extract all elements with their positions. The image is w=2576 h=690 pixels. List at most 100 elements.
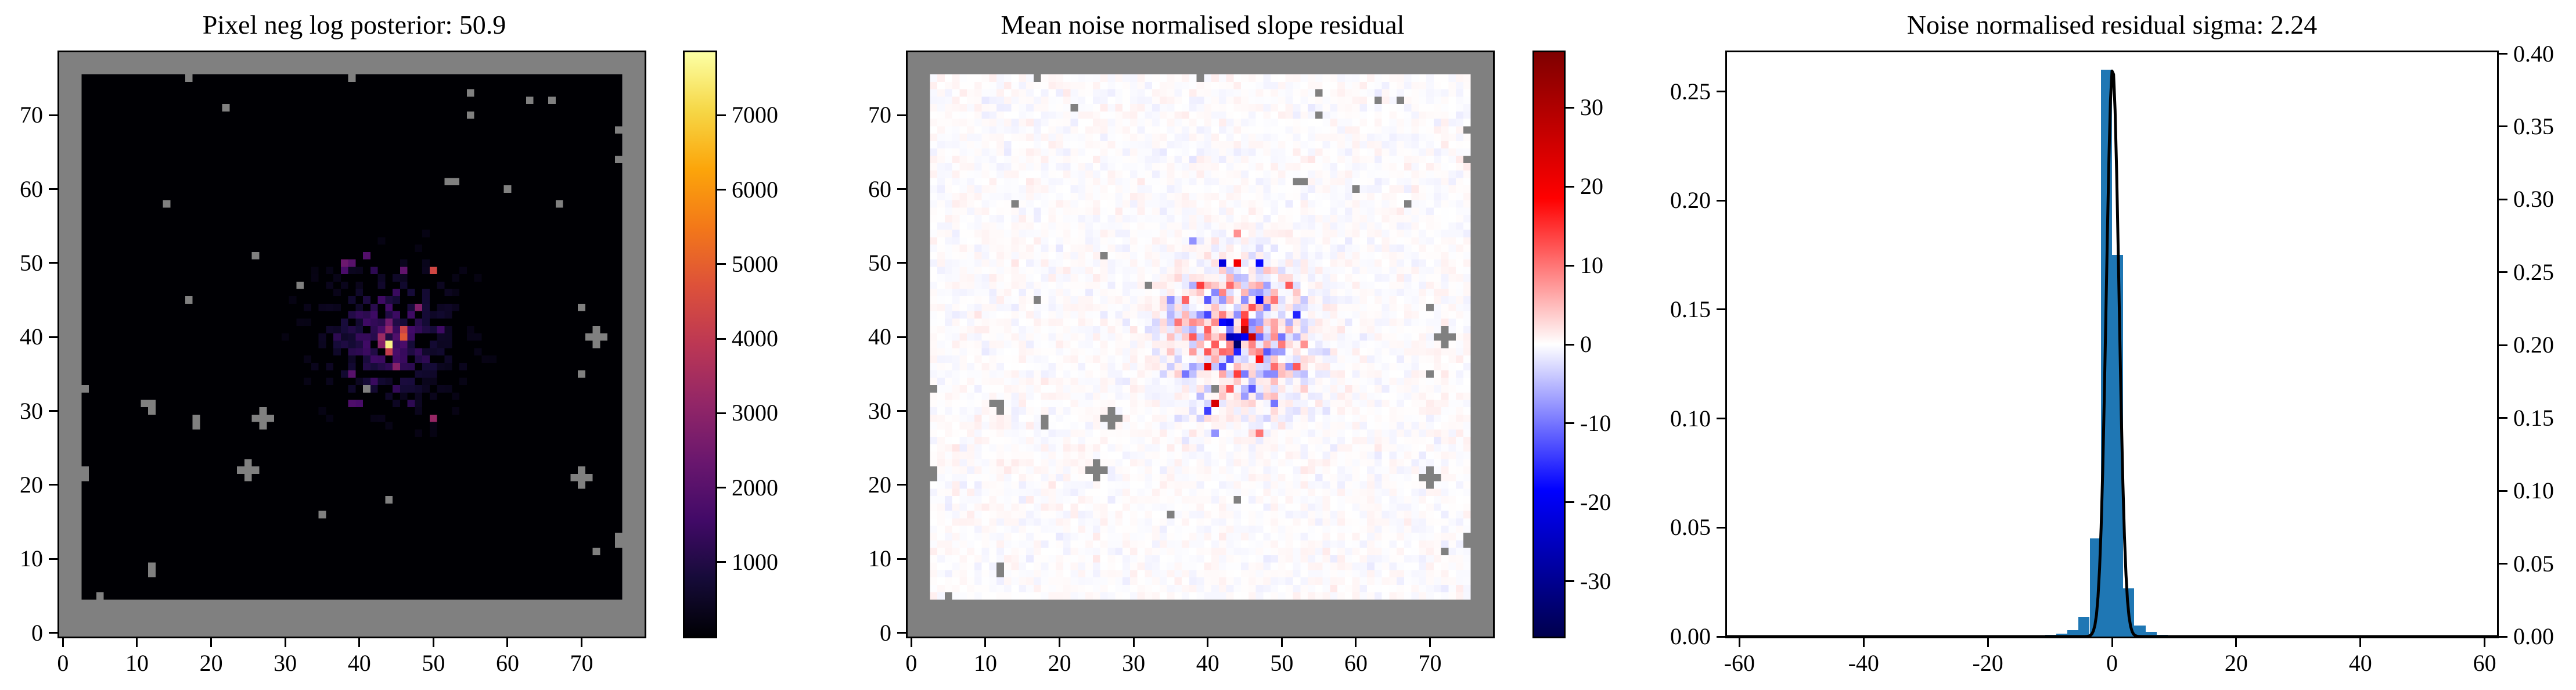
- x-tick-label: 30: [1122, 650, 1146, 676]
- x-tick-mark: [1355, 638, 1357, 647]
- histogram-bar: [2078, 617, 2090, 637]
- y-tick-label: 50: [20, 249, 43, 276]
- y-tick-mark: [1717, 418, 1725, 420]
- x-tick-label: 40: [347, 650, 371, 676]
- y-tick-mark: [49, 336, 57, 338]
- y-tick-label: 0.00: [1670, 623, 1711, 649]
- x-tick-mark: [2484, 638, 2486, 647]
- y-tick-label: 2000: [732, 474, 778, 501]
- x-tick-label: 60: [495, 650, 519, 676]
- y-tick-mark: [49, 484, 57, 486]
- x-tick-mark: [1059, 638, 1061, 647]
- x-tick-label: 20: [1048, 650, 1071, 676]
- y-tick-label: 30: [1580, 94, 1603, 121]
- y-tick-label: 10: [20, 545, 43, 572]
- y-tick-mark: [1566, 422, 1574, 425]
- x-tick-mark: [1207, 638, 1209, 647]
- y-tick-label: 0: [1580, 331, 1592, 357]
- y-tick-label: 7000: [732, 102, 778, 128]
- x-tick-mark: [506, 638, 509, 647]
- residual-colorbar: [1532, 51, 1566, 638]
- x-tick-label: 0: [57, 650, 69, 676]
- y-tick-mark: [1566, 343, 1574, 346]
- y-tick-mark: [1717, 199, 1725, 202]
- x-tick-label: 20: [2224, 650, 2248, 676]
- y-tick-label: 20: [1580, 173, 1603, 200]
- x-tick-label: 40: [1196, 650, 1219, 676]
- y-tick-mark: [897, 336, 906, 338]
- x-tick-mark: [432, 638, 434, 647]
- y-tick-mark: [717, 561, 726, 563]
- y-tick-label: 20: [20, 471, 43, 498]
- y-tick-mark: [2499, 417, 2507, 419]
- x-tick-mark: [2359, 638, 2362, 647]
- y-tick-mark: [897, 114, 906, 116]
- x-tick-label: 40: [2348, 650, 2372, 676]
- y-tick-label: 0.20: [1670, 187, 1711, 214]
- y-tick-mark: [2499, 53, 2507, 55]
- y-tick-mark: [49, 558, 57, 560]
- y-tick-mark: [49, 262, 57, 264]
- y-tick-label: 3000: [732, 400, 778, 426]
- y-tick-label: 0.35: [2513, 113, 2554, 139]
- y-tick-label: 0.05: [1670, 514, 1711, 541]
- x-tick-mark: [581, 638, 583, 647]
- y-tick-mark: [49, 632, 57, 634]
- y-tick-label: 0.30: [2513, 186, 2554, 213]
- y-tick-mark: [2499, 198, 2507, 200]
- x-tick-label: -40: [1848, 650, 1879, 676]
- x-tick-label: 60: [2473, 650, 2496, 676]
- y-tick-mark: [1717, 308, 1725, 311]
- y-tick-label: 0.10: [1670, 405, 1711, 432]
- x-tick-mark: [210, 638, 213, 647]
- x-tick-mark: [1738, 638, 1740, 647]
- y-tick-label: 20: [868, 471, 891, 498]
- y-tick-mark: [717, 487, 726, 489]
- x-tick-label: 0: [905, 650, 918, 676]
- y-tick-label: 30: [20, 397, 43, 424]
- y-tick-label: 6000: [732, 176, 778, 203]
- x-tick-mark: [284, 638, 286, 647]
- y-tick-label: 60: [20, 175, 43, 202]
- x-tick-mark: [2235, 638, 2237, 647]
- y-tick-mark: [2499, 490, 2507, 492]
- x-tick-mark: [1987, 638, 1989, 647]
- y-tick-label: 40: [20, 324, 43, 350]
- axes-posterior-map: [57, 51, 646, 638]
- x-tick-label: 30: [274, 650, 297, 676]
- y-tick-label: 0.05: [2513, 550, 2554, 577]
- x-tick-mark: [2111, 638, 2113, 647]
- y-tick-mark: [2499, 344, 2507, 346]
- y-tick-label: -20: [1580, 488, 1611, 515]
- y-tick-label: -30: [1580, 567, 1611, 594]
- y-tick-mark: [1566, 580, 1574, 583]
- y-tick-mark: [897, 188, 906, 191]
- y-tick-label: 0.15: [2513, 404, 2554, 431]
- x-tick-mark: [1132, 638, 1135, 647]
- y-tick-label: 0.25: [2513, 258, 2554, 285]
- y-tick-label: 60: [868, 175, 891, 202]
- y-tick-mark: [897, 262, 906, 264]
- y-tick-label: 70: [20, 102, 43, 128]
- x-tick-mark: [1862, 638, 1865, 647]
- x-tick-mark: [1429, 638, 1431, 647]
- histogram-bar: [2067, 630, 2079, 637]
- y-tick-mark: [897, 558, 906, 560]
- y-tick-mark: [897, 632, 906, 634]
- x-tick-label: 0: [2106, 650, 2118, 676]
- y-tick-label: 4000: [732, 325, 778, 352]
- x-tick-label: 50: [422, 650, 445, 676]
- y-tick-label: 70: [868, 102, 891, 128]
- y-tick-mark: [2499, 271, 2507, 274]
- x-tick-label: 10: [125, 650, 149, 676]
- histogram-bar: [2134, 626, 2146, 637]
- y-tick-mark: [1717, 635, 1725, 638]
- histogram-bar: [2145, 632, 2157, 637]
- y-tick-mark: [2499, 563, 2507, 565]
- y-tick-mark: [717, 263, 726, 265]
- y-tick-mark: [1566, 185, 1574, 188]
- y-tick-mark: [717, 114, 726, 116]
- y-tick-mark: [1717, 526, 1725, 529]
- axes-slope-residual-map: [906, 51, 1495, 638]
